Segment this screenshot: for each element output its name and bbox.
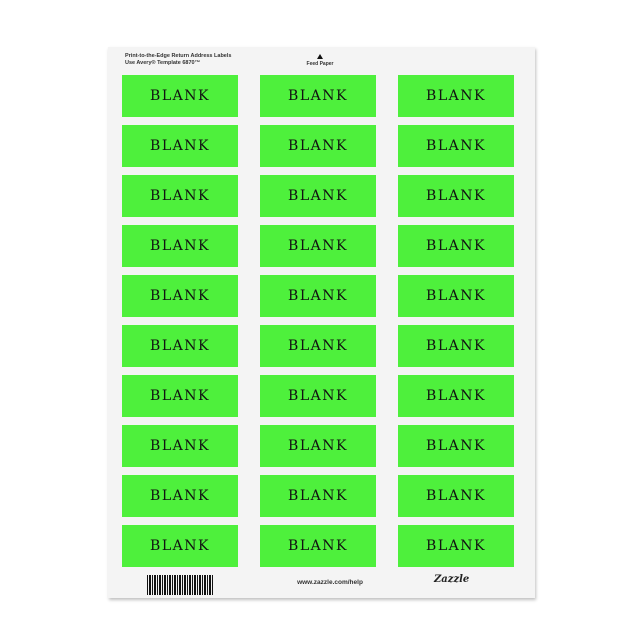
address-label: BLANK [260, 425, 376, 467]
address-label: BLANK [260, 75, 376, 117]
header-title: Print-to-the-Edge Return Address Labels [125, 53, 232, 59]
feed-indicator: Feed Paper [300, 54, 340, 67]
feed-label: Feed Paper [306, 61, 334, 67]
address-label: BLANK [260, 225, 376, 267]
address-label: BLANK [398, 75, 514, 117]
address-label: BLANK [260, 475, 376, 517]
address-label: BLANK [122, 475, 238, 517]
address-label: BLANK [122, 125, 238, 167]
address-label: BLANK [260, 125, 376, 167]
address-label: BLANK [122, 525, 238, 567]
address-label: BLANK [398, 525, 514, 567]
address-label: BLANK [260, 525, 376, 567]
address-label: BLANK [398, 175, 514, 217]
footer-url: www.zazzle.com/help [297, 579, 363, 586]
address-label: BLANK [122, 175, 238, 217]
header-template: Use Avery® Template 6870™ [125, 60, 201, 66]
address-label: BLANK [122, 325, 238, 367]
address-label: BLANK [398, 275, 514, 317]
address-label: BLANK [260, 175, 376, 217]
sheet-header: Print-to-the-Edge Return Address Labels … [125, 53, 231, 67]
address-label: BLANK [260, 325, 376, 367]
address-label: BLANK [122, 375, 238, 417]
address-label: BLANK [398, 475, 514, 517]
address-label: BLANK [398, 375, 514, 417]
address-label: BLANK [260, 375, 376, 417]
barcode [147, 575, 213, 595]
zazzle-logo: Zazzle [434, 574, 470, 585]
address-label: BLANK [122, 275, 238, 317]
address-label: BLANK [398, 125, 514, 167]
address-label: BLANK [398, 225, 514, 267]
address-label: BLANK [398, 425, 514, 467]
address-label: BLANK [122, 225, 238, 267]
address-label: BLANK [122, 425, 238, 467]
address-label: BLANK [122, 75, 238, 117]
arrow-up-icon [317, 54, 323, 59]
address-label: BLANK [398, 325, 514, 367]
address-label: BLANK [260, 275, 376, 317]
